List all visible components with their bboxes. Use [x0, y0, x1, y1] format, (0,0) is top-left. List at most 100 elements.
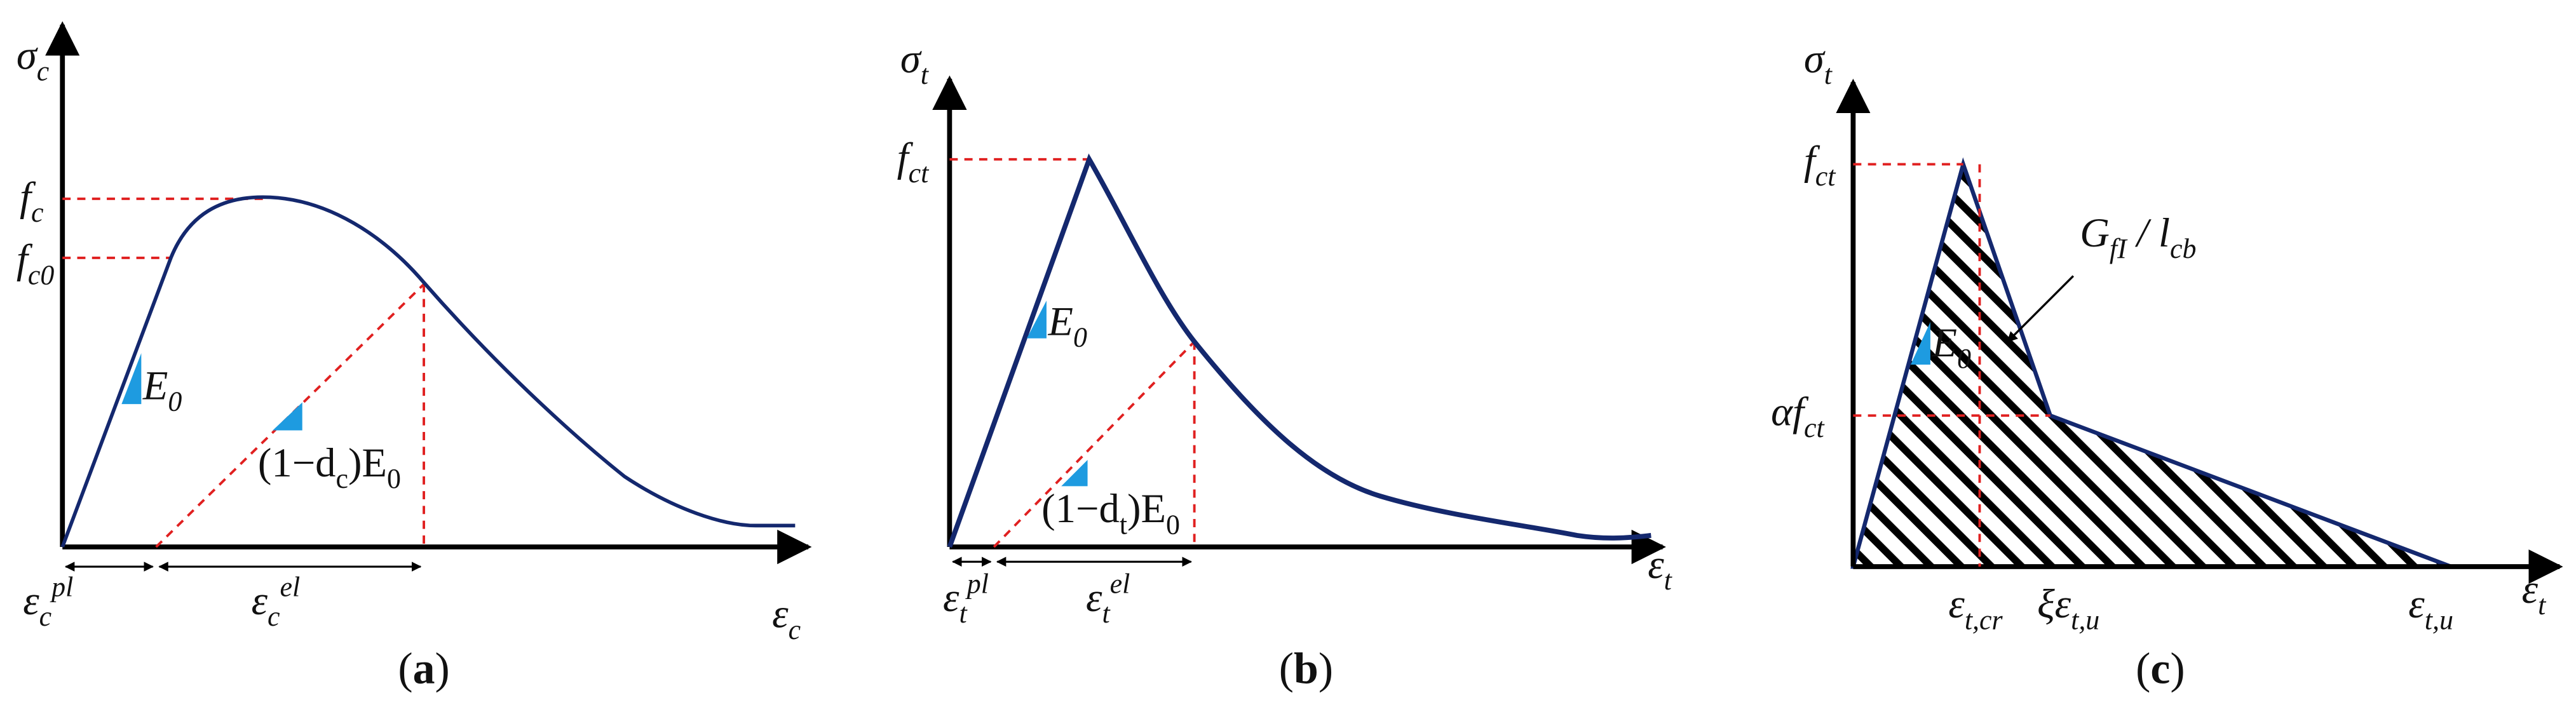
subscript: c [789, 614, 801, 645]
label: fc0 [17, 236, 54, 290]
panel-a [45, 21, 812, 572]
subscript: t [959, 598, 968, 629]
label-text: ε [23, 577, 39, 623]
subscript: t,u [2071, 604, 2099, 635]
label: σt [1804, 36, 1833, 90]
subscript: c [336, 463, 349, 494]
label-text: E [1048, 298, 1073, 344]
slope-marker [121, 353, 142, 405]
label-text: a [413, 645, 435, 694]
subscript: ct [1804, 412, 1826, 443]
label-text: ε [252, 577, 268, 623]
label-text: ( [2136, 645, 2150, 694]
label-text: σ [900, 36, 922, 81]
superscript: pl [50, 572, 73, 603]
label-text: (1−d [1041, 485, 1120, 531]
guides [1853, 163, 2051, 567]
label: E0 [142, 362, 182, 417]
label: εtel [1086, 568, 1130, 629]
subscript: t [1664, 565, 1673, 596]
label: ξεt,u [2037, 581, 2099, 635]
label: εt,u [2408, 581, 2453, 635]
label: εtpl [943, 568, 989, 629]
slope-marker [1026, 300, 1047, 339]
callout-arrow [2007, 275, 2075, 343]
subscript: ct [1815, 161, 1837, 192]
subscript: fI [2110, 233, 2128, 264]
label-text: ) [435, 645, 450, 694]
subscript: ct [909, 158, 930, 189]
label: fct [1804, 137, 1836, 192]
subscript: t [1120, 509, 1127, 540]
label: εt,cr [1948, 581, 2003, 635]
superscript: pl [965, 568, 989, 599]
label-text: )E [348, 440, 387, 485]
label-text: σ [17, 32, 38, 78]
subscript: t [2538, 589, 2547, 621]
label-text: ε [1948, 581, 1965, 626]
label-text: )E [1127, 485, 1166, 531]
slope-marker [1061, 459, 1088, 487]
label-text: E [1931, 320, 1956, 365]
label-text: ε [772, 591, 789, 637]
label: (1−dc)E0 [258, 440, 401, 494]
stress-strain-curve [947, 153, 1651, 548]
label-text: σ [1804, 36, 1826, 81]
label: E0 [1931, 320, 1970, 374]
subscript: t,u [2425, 604, 2453, 635]
label-text: ( [1279, 645, 1294, 694]
label-text: E [142, 362, 168, 408]
label-text: b [1294, 645, 1319, 694]
label-text: ε [943, 574, 959, 620]
label: εcel [252, 572, 301, 633]
subscript: c [37, 56, 50, 87]
panel-b [932, 75, 1666, 567]
label: (a) [398, 645, 449, 694]
label: σt [900, 36, 930, 90]
subscript: c [268, 601, 280, 632]
label: fc [20, 173, 44, 228]
label-text: ( [398, 645, 412, 694]
label-text: ) [1319, 645, 1333, 694]
label-text: αf [1771, 389, 1809, 434]
subscript: 0 [1166, 509, 1180, 540]
label-text: ξε [2037, 581, 2071, 626]
label: (c) [2136, 645, 2185, 694]
label: fct [897, 134, 930, 189]
label: εc [772, 591, 801, 645]
guides [949, 158, 1196, 548]
subscript: 0 [1957, 343, 1971, 374]
label: GfI / lcb [2080, 210, 2196, 264]
superscript: el [1110, 568, 1130, 599]
subscript: 0 [1073, 322, 1087, 353]
label-text: ε [1086, 574, 1102, 620]
subscript: 0 [168, 386, 182, 417]
subscript: cb [2170, 233, 2196, 264]
subscript: c0 [28, 259, 55, 290]
label-text: (1−d [258, 440, 336, 485]
label-text: / l [2127, 210, 2170, 255]
guides [62, 197, 425, 548]
label: εt [1648, 541, 1672, 596]
label: εcpl [23, 572, 73, 633]
subscript: c [39, 601, 52, 632]
label-text: c [2150, 645, 2170, 694]
stress-strain-curve [60, 195, 796, 548]
label-text: ε [2408, 581, 2425, 626]
label: εt [2522, 566, 2547, 621]
subscript: t,cr [1965, 604, 2003, 635]
label: σc [17, 32, 50, 87]
panel-c [1836, 78, 2563, 584]
label-text: ε [1648, 541, 1664, 587]
superscript: el [280, 572, 301, 603]
label-text: ) [2170, 645, 2185, 694]
slope-marker [1910, 321, 1930, 365]
label-text: ε [2522, 566, 2539, 612]
subscript: t [1824, 59, 1833, 90]
label: (1−dt)E0 [1041, 485, 1180, 540]
subscript: c [31, 197, 44, 228]
label-text: G [2080, 210, 2110, 255]
subscript: t [1102, 598, 1111, 629]
